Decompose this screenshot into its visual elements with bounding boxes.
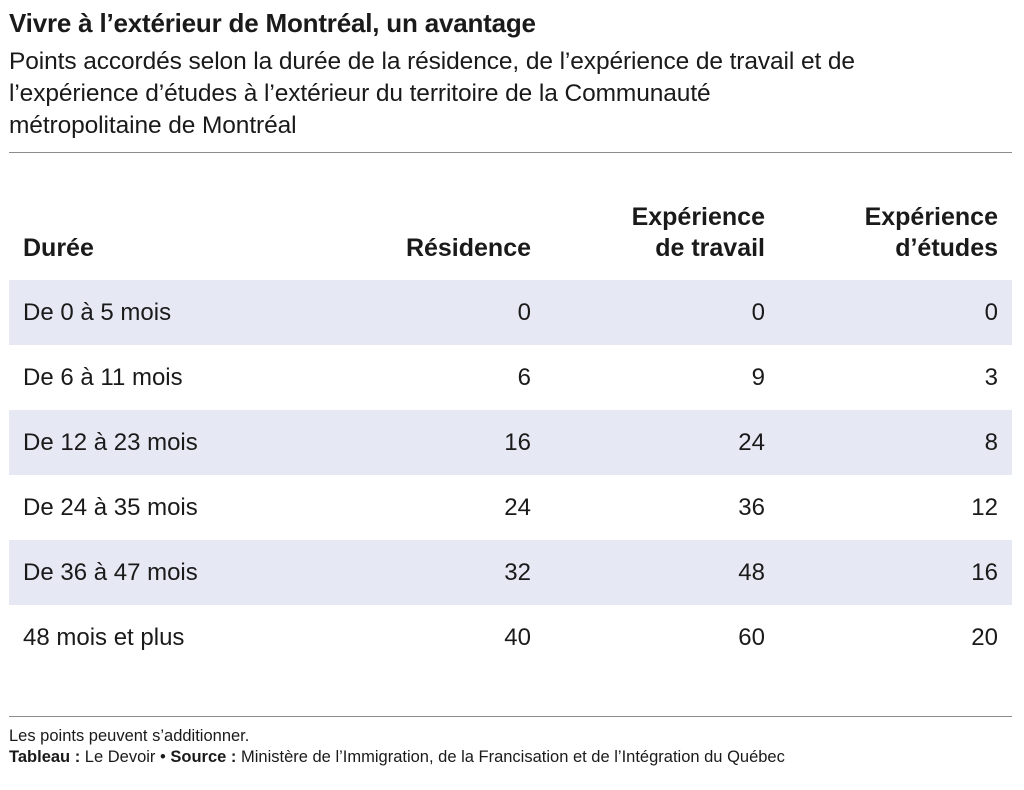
- cell-duration: 48 mois et plus: [23, 623, 185, 651]
- cell-study: 8: [779, 410, 1012, 475]
- cell-work: 24: [545, 410, 779, 475]
- cell-work: 36: [738, 493, 765, 521]
- cell-residence: 24: [504, 493, 531, 521]
- cell-study: 0: [779, 280, 1012, 345]
- cell-work: 9: [751, 363, 765, 391]
- cell-study: 3: [984, 363, 998, 391]
- source-value: Ministère de l’Immigration, de la Franci…: [236, 748, 785, 766]
- cell-residence: 32: [295, 540, 545, 605]
- cell-duration: De 12 à 23 mois: [9, 410, 295, 475]
- cell-residence: 40: [504, 623, 531, 651]
- cell-duration: De 0 à 5 mois: [9, 280, 295, 345]
- column-header-study-line2: d’études: [895, 234, 998, 262]
- column-header-residence: Résidence: [405, 234, 531, 262]
- cell-study: 20: [971, 623, 998, 651]
- column-header-work: Expérience de travail: [545, 196, 779, 280]
- points-table: Durée Résidence Expérience de travail Ex…: [9, 196, 1012, 670]
- column-header-study-line1: Expérience: [864, 203, 998, 231]
- cell-work: 48: [545, 540, 779, 605]
- source-label: Source :: [165, 748, 237, 766]
- chart-title: Vivre à l’extérieur de Montréal, un avan…: [9, 8, 536, 38]
- credit-separator: •: [160, 748, 166, 766]
- table-row: De 0 à 5 mois 0 0 0: [9, 280, 1012, 345]
- subtitle-line-3: métropolitaine de Montréal: [9, 112, 297, 139]
- column-header-work-line2: de travail: [655, 234, 765, 262]
- table-row: De 12 à 23 mois 16 24 8: [9, 410, 1012, 475]
- subtitle-line-2: l’expérience d’études à l’extérieur du t…: [9, 80, 711, 107]
- chart-subtitle: Points accordés selon la durée de la rés…: [9, 46, 1009, 142]
- top-divider: [9, 152, 1012, 153]
- cell-work: 0: [545, 280, 779, 345]
- cell-residence: 6: [517, 363, 531, 391]
- credit-value: Le Devoir: [80, 748, 161, 766]
- cell-study: 12: [971, 493, 998, 521]
- cell-study: 16: [779, 540, 1012, 605]
- cell-duration: De 6 à 11 mois: [23, 363, 183, 391]
- cell-residence: 16: [295, 410, 545, 475]
- chart-header: Vivre à l’extérieur de Montréal, un avan…: [9, 6, 1009, 142]
- column-header-work-line1: Expérience: [631, 203, 765, 231]
- column-header-study: Expérience d’études: [779, 196, 1012, 280]
- table-row: De 6 à 11 mois 6 9 3: [9, 345, 1012, 410]
- credit-line: Tableau : Le Devoir • Source : Ministère…: [9, 747, 1012, 768]
- column-header-duration: Durée: [23, 234, 94, 262]
- table-row: De 36 à 47 mois 32 48 16: [9, 540, 1012, 605]
- bottom-divider: [9, 716, 1012, 717]
- cell-duration: De 24 à 35 mois: [23, 493, 198, 521]
- table-row: De 24 à 35 mois 24 36 12: [9, 475, 1012, 540]
- subtitle-line-1: Points accordés selon la durée de la rés…: [9, 48, 855, 75]
- cell-residence: 0: [295, 280, 545, 345]
- cell-work: 60: [738, 623, 765, 651]
- table-row: 48 mois et plus 40 60 20: [9, 605, 1012, 670]
- cell-duration: De 36 à 47 mois: [9, 540, 295, 605]
- footnote: Les points peuvent s’additionner.: [9, 727, 250, 745]
- table-header-row: Durée Résidence Expérience de travail Ex…: [9, 196, 1012, 280]
- credit-label: Tableau :: [9, 748, 81, 766]
- chart-footer: Les points peuvent s’additionner. Tablea…: [9, 726, 1012, 768]
